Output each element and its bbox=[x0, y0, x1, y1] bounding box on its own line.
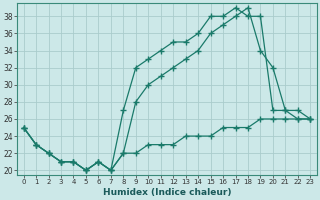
X-axis label: Humidex (Indice chaleur): Humidex (Indice chaleur) bbox=[103, 188, 231, 197]
